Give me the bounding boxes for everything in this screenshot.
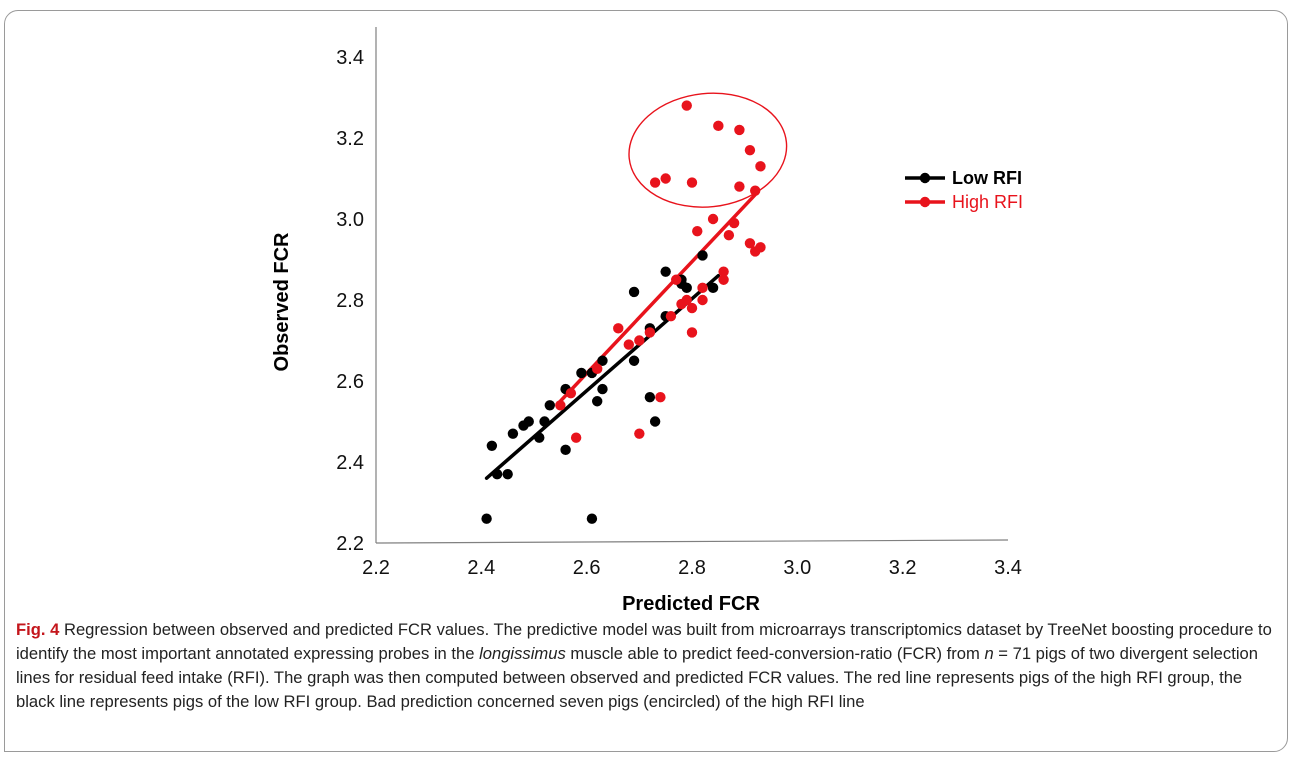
- high-rfi-point-22: [697, 282, 708, 294]
- low-rfi-point-13: [586, 513, 598, 524]
- low-rfi-point-9: [544, 400, 555, 411]
- high-rfi-point-29: [734, 124, 745, 136]
- y-tick-label-6: 3.4: [336, 47, 364, 69]
- high-rfi-point-28: [728, 217, 740, 229]
- high-rfi-point-34: [750, 185, 761, 196]
- caption-text-1: Regression between observed and predicte…: [16, 620, 1272, 663]
- y-tick-label-3: 2.8: [336, 290, 364, 312]
- low-rfi-point-7: [534, 432, 545, 443]
- caption-italic-muscle: longissimus: [479, 644, 566, 663]
- x-tick-label-5: 3.2: [889, 557, 917, 579]
- high-rfi-point-27: [723, 230, 735, 241]
- low-rfi-point-16: [597, 355, 608, 366]
- high-rfi-point-32: [744, 144, 756, 156]
- low-rfi-point-23: [660, 266, 671, 277]
- figure-caption: Fig. 4 Regression between observed and p…: [16, 618, 1278, 714]
- high-rfi-point-1: [565, 387, 577, 399]
- high-rfi-point-13: [671, 274, 682, 285]
- y-tick-label-1: 2.4: [336, 452, 364, 474]
- regression-lines: [484, 192, 757, 480]
- x-tick-label-3: 2.8: [678, 557, 706, 579]
- high-rfi-point-16: [681, 100, 692, 111]
- data-points: [481, 100, 766, 524]
- low-rfi-point-29: [707, 282, 719, 294]
- high-rfi-point-25: [718, 266, 729, 277]
- low-rfi-point-8: [539, 416, 550, 427]
- outlier-ellipse: [628, 92, 788, 208]
- low-rfi-point-10: [560, 444, 571, 456]
- low-rfi-point-27: [681, 282, 692, 294]
- figure-label: Fig. 4: [16, 620, 60, 639]
- low-rfi-point-0: [481, 513, 492, 524]
- high-rfi-point-10: [655, 392, 666, 403]
- low-rfi-point-1: [486, 440, 498, 451]
- caption-text-3: = 71 pigs of two divergent selection lin…: [16, 644, 1258, 711]
- x-axis-title: Predicted FCR: [622, 593, 760, 610]
- legend-marker-low-rfi: [919, 172, 931, 184]
- high-rfi-point-11: [660, 173, 671, 184]
- low-rfi-point-18: [628, 286, 640, 298]
- high-rfi-point-0: [555, 400, 566, 411]
- high-rfi-point-36: [755, 161, 766, 172]
- high-rfi-point-9: [649, 177, 661, 188]
- high-rfi-point-30: [734, 181, 745, 192]
- high-rfi-point-35: [755, 242, 766, 253]
- high-rfi-point-3: [592, 363, 603, 375]
- caption-italic-n: n: [984, 644, 994, 663]
- low-rfi-point-20: [644, 392, 656, 403]
- low-rfi-point-4: [507, 428, 519, 439]
- high-rfi-point-5: [623, 339, 634, 350]
- y-tick-label-5: 3.2: [336, 128, 364, 150]
- low-rfi-point-12: [576, 367, 587, 379]
- high-rfi-point-20: [692, 225, 703, 237]
- tick-labels: 2.2 2.4 2.6 2.8 3.0 3.2 3.4 2.2 2.4 2.6 2.8 3.0 3.2 3…: [336, 47, 1022, 579]
- y-tick-label-4: 3.0: [336, 209, 364, 231]
- low-rfi-point-3: [502, 468, 513, 480]
- low-rfi-regression-line: [484, 273, 721, 480]
- caption-text-2: muscle able to predict feed-conversion-r…: [565, 644, 985, 663]
- x-tick-label-4: 3.0: [783, 557, 811, 579]
- high-rfi-point-12: [665, 311, 677, 322]
- legend-label-high-rfi: High RFI: [952, 192, 1023, 212]
- high-rfi-point-18: [686, 177, 698, 188]
- chart-axes: [375, 27, 1009, 544]
- figure-frame: [4, 10, 1288, 752]
- high-rfi-point-7: [634, 428, 645, 439]
- high-rfi-point-26: [718, 274, 729, 285]
- high-rfi-point-4: [613, 323, 624, 334]
- low-rfi-point-6: [523, 416, 534, 427]
- high-rfi-point-31: [744, 238, 756, 249]
- low-rfi-point-19: [628, 355, 640, 366]
- x-tick-label-2: 2.6: [573, 557, 601, 579]
- high-rfi-point-19: [686, 302, 698, 314]
- high-rfi-point-8: [644, 327, 656, 338]
- high-rfi-point-24: [713, 120, 724, 132]
- legend-label-low-rfi: Low RFI: [952, 168, 1022, 188]
- y-tick-label-0: 2.2: [336, 533, 364, 555]
- high-rfi-point-6: [634, 335, 645, 346]
- x-tick-label-1: 2.4: [467, 557, 495, 579]
- low-rfi-point-2: [491, 468, 503, 480]
- high-rfi-point-2: [570, 432, 582, 443]
- legend-marker-high-rfi: [919, 196, 931, 208]
- high-rfi-point-15: [681, 294, 692, 306]
- y-axis-title: Observed FCR: [271, 232, 293, 371]
- scatter-chart: 2.2 2.4 2.6 2.8 3.0 3.2 3.4 2.2 2.4 2.6 2.8 3.0 3.2 3…: [271, 27, 1023, 610]
- y-tick-label-2: 2.6: [336, 371, 364, 393]
- low-rfi-point-15: [592, 396, 603, 407]
- low-rfi-point-17: [597, 383, 608, 395]
- low-rfi-point-22: [649, 416, 661, 427]
- x-tick-label-6: 3.4: [994, 557, 1022, 579]
- chart-annotations: [628, 92, 788, 208]
- high-rfi-point-21: [697, 294, 708, 306]
- chart-legend: Low RFI High RFI: [905, 168, 1023, 212]
- low-rfi-point-28: [697, 250, 708, 261]
- x-axis-line: [375, 539, 1009, 544]
- high-rfi-point-17: [686, 327, 698, 338]
- x-tick-label-0: 2.2: [362, 557, 390, 579]
- high-rfi-point-23: [707, 213, 719, 225]
